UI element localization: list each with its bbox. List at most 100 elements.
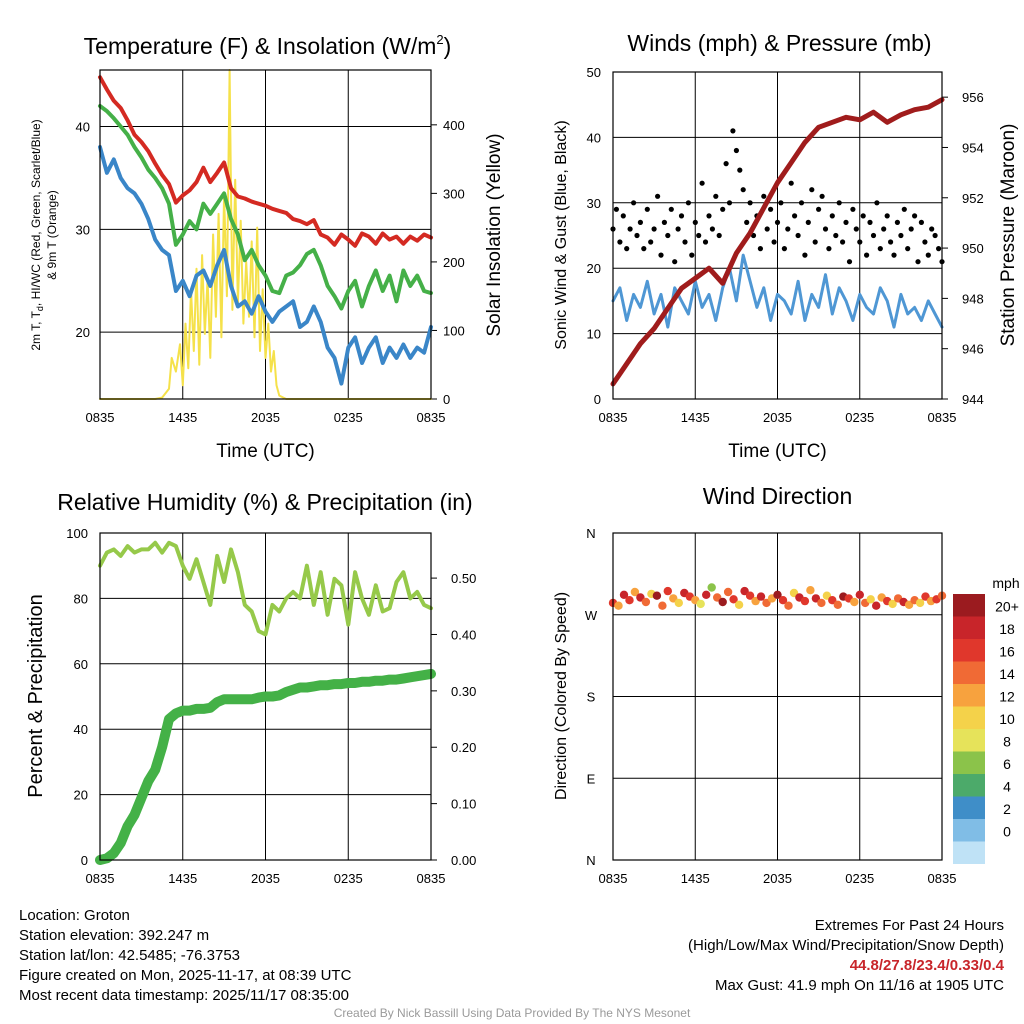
winds-gust-dot <box>788 180 794 186</box>
winds-gust-dot <box>744 219 750 225</box>
rh-x-tick-label: 2035 <box>251 871 280 886</box>
dir-point <box>745 591 755 600</box>
dir-point <box>784 601 793 610</box>
winds-title: Winds (mph) & Pressure (mb) <box>627 30 931 56</box>
winds-gust-dot <box>658 252 664 258</box>
winds-gust-dot <box>678 213 685 219</box>
colorbar-swatch <box>953 819 985 842</box>
winds-plot-frame <box>612 71 943 400</box>
dir-point <box>800 596 810 606</box>
rh-y-tick-label: 60 <box>74 657 88 672</box>
winds-gust-dot <box>922 239 928 245</box>
rh-precip-line <box>95 668 436 865</box>
rh-y-tick-label: 80 <box>74 591 88 606</box>
temp-y-label-part: 2m T, T <box>29 310 43 350</box>
colorbar-label: 2 <box>1003 801 1011 817</box>
extremes-panel: Extremes For Past 24 Hours (High/Low/Max… <box>688 916 1004 996</box>
winds-gust-dot <box>692 219 698 225</box>
dir-x-tick-label: 1435 <box>681 871 710 886</box>
winds-sonic-line <box>611 253 944 329</box>
winds-y-tick-label: 20 <box>587 261 601 276</box>
temp-x-tick-label: 0835 <box>86 410 115 425</box>
winds-gust-dot <box>843 219 849 225</box>
temp-title: Temperature (F) & Insolation (W/m2) <box>84 32 452 59</box>
winds-gust-dot <box>898 232 904 239</box>
winds-gust-dot <box>929 226 935 232</box>
temp-plot-frame <box>99 69 432 400</box>
dir-y-axis-label: Direction (Colored By Speed) <box>553 592 570 800</box>
rh-y-axis-label: Percent & Precipitation <box>25 594 47 797</box>
temp-x-axis-label: Time (UTC) <box>216 441 315 462</box>
rh-x-tick-label: 0835 <box>417 871 446 886</box>
temp-y-right-tick-label: 200 <box>443 255 465 270</box>
winds-gust-dot <box>713 193 719 199</box>
dir-point <box>888 599 897 609</box>
winds-gust-dot <box>936 246 942 252</box>
rh-x-tick-label: 0835 <box>86 871 115 886</box>
winds-x-axis-label: Time (UTC) <box>728 441 827 462</box>
dir-point <box>729 595 738 604</box>
dir-point <box>652 591 662 600</box>
winds-gust-dot <box>723 161 729 167</box>
winds-gust-dot <box>888 239 894 245</box>
dir-y-tick-label: N <box>586 526 595 541</box>
winds-gust-dot <box>805 219 811 225</box>
winds-y-right-tick-label: 944 <box>962 392 984 407</box>
temp-series-line <box>98 75 433 248</box>
rh-title: Relative Humidity (%) & Precipitation (i… <box>57 489 472 515</box>
rh-x-tick-label: 0235 <box>334 871 363 886</box>
winds-gust-dot <box>726 200 733 206</box>
winds-gust-dot <box>637 219 644 225</box>
winds-gust-dot <box>864 252 870 258</box>
winds-gust-dot <box>620 213 626 219</box>
winds-gust-dot <box>915 259 921 265</box>
colorbar-swatch <box>953 796 985 819</box>
winds-y-right-tick-label: 952 <box>962 191 984 206</box>
winds-gust-dot <box>641 246 647 252</box>
winds-gust-dot <box>781 246 788 252</box>
dir-point <box>833 600 842 609</box>
winds-y-axis-label: Sonic Wind & Gust (Blue, Black) <box>553 120 570 349</box>
winds-y-tick-label: 30 <box>587 196 601 211</box>
dir-point <box>850 597 859 607</box>
rh-y-right-tick-label: 0.20 <box>451 740 476 755</box>
rh-y-right-tick-label: 0.30 <box>451 684 476 699</box>
winds-y-tick-label: 40 <box>587 130 601 145</box>
extremes-subtitle: (High/Low/Max Wind/Precipitation/Snow De… <box>688 937 1004 954</box>
winds-y-tick-label: 50 <box>587 65 601 80</box>
dir-x-tick-label: 0835 <box>928 871 957 886</box>
winds-gust-dot <box>846 259 853 265</box>
winds-y-right-tick-label: 948 <box>962 291 984 306</box>
dir-point <box>817 598 826 608</box>
winds-gust-dot <box>675 226 681 232</box>
winds-gust-dot <box>795 232 801 239</box>
dir-title: Wind Direction <box>703 483 853 509</box>
winds-gust-dot <box>891 252 897 258</box>
temp-series-line <box>98 145 433 386</box>
colorbar-label: 8 <box>1003 733 1011 749</box>
winds-gust-dot <box>870 232 877 239</box>
dir-y-tick-label: S <box>587 690 596 705</box>
colorbar-swatch <box>953 661 985 684</box>
latlon-text: Station lat/lon: 42.5485; -76.3753 <box>19 947 241 964</box>
dir-x-tick-label: 2035 <box>763 871 792 886</box>
winds-gust-dot <box>661 219 668 225</box>
winds-gust-dot <box>884 213 890 219</box>
winds-gust-dot <box>925 252 931 258</box>
temp-y-right-tick-label: 400 <box>443 118 465 133</box>
winds-gust-dot <box>627 226 633 232</box>
winds-gust-dot <box>905 246 911 252</box>
winds-gust-dot <box>757 246 764 252</box>
colorbar-swatch <box>953 594 985 617</box>
winds-gust-dot <box>860 213 866 219</box>
winds-gust-dot <box>682 239 688 245</box>
rh-x-tick-label: 1435 <box>168 871 197 886</box>
colorbar-swatch <box>953 841 985 864</box>
location-text: Location: Groton <box>19 907 130 924</box>
rh-y-right-tick-label: 0.10 <box>451 797 476 812</box>
dir-point <box>806 586 815 595</box>
temp-title-text: Temperature (F) & Insolation (W/m <box>84 33 437 59</box>
rh-humidity-line <box>98 540 433 637</box>
winds-gust-dot <box>857 239 863 245</box>
